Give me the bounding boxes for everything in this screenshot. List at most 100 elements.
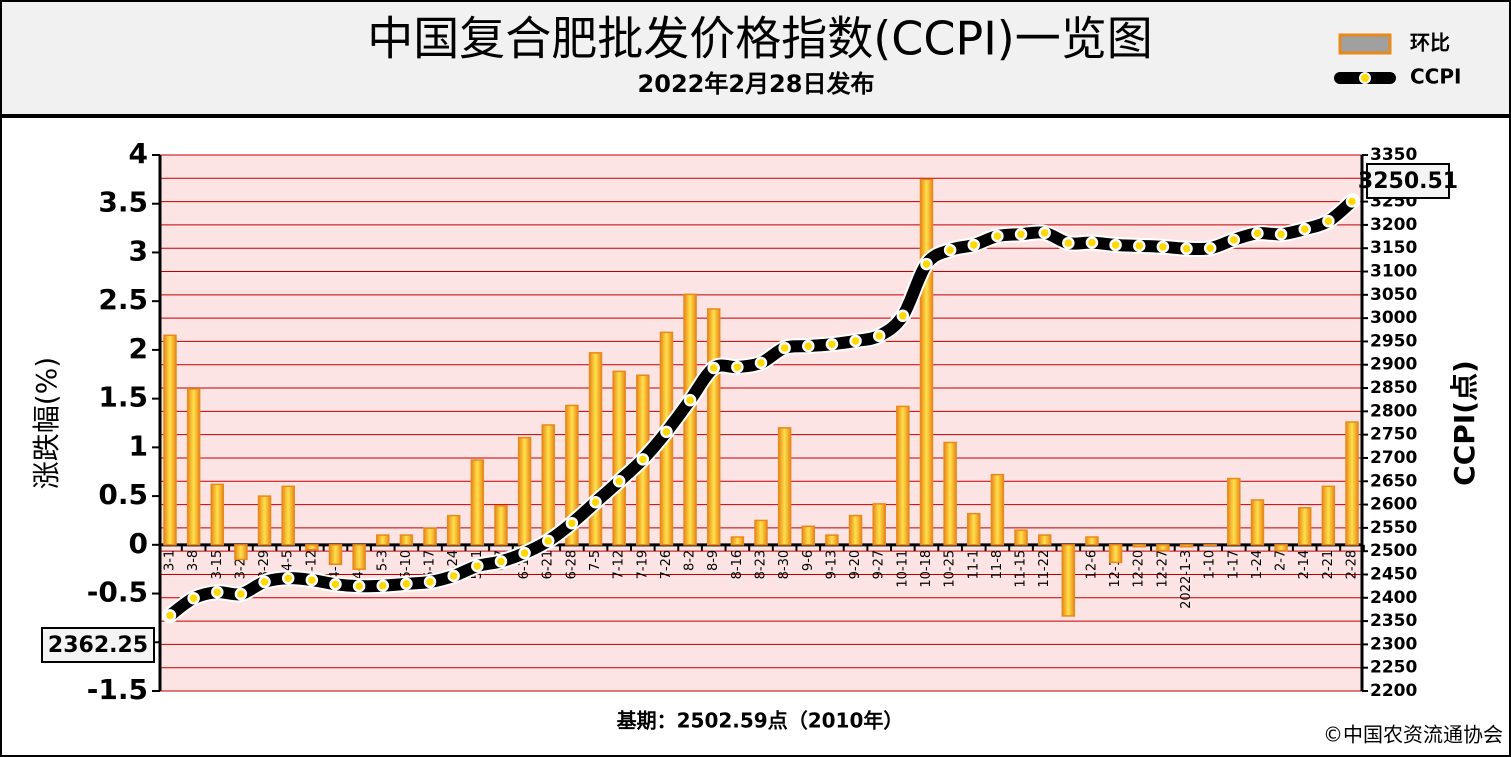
bar: [376, 534, 390, 546]
x-tick-label: 7-5: [588, 550, 603, 571]
y2-tick-label: 2850: [1370, 378, 1417, 398]
line-point: [1062, 236, 1075, 250]
x-tick-label: 3-15: [210, 550, 225, 580]
bar: [872, 503, 886, 546]
line-point: [1109, 238, 1122, 252]
y2-tick-label: 2700: [1370, 448, 1417, 468]
line-point: [872, 329, 886, 343]
bar: [825, 534, 839, 546]
bar: [163, 334, 177, 546]
bar: [281, 485, 295, 546]
bar: [848, 514, 863, 546]
line-point: [163, 609, 177, 622]
line-point: [447, 569, 460, 583]
y-tick-label: 3.5: [98, 186, 148, 219]
y-tick-label: 0: [129, 527, 148, 560]
y2-tick-label: 2500: [1370, 541, 1417, 561]
bar: [1014, 529, 1028, 546]
y2-tick-label: 2950: [1370, 331, 1417, 351]
x-tick-label: 9-13: [824, 550, 839, 580]
y-tick-label: 1: [129, 429, 148, 462]
x-tick-label: 8-2: [683, 550, 698, 571]
bar: [305, 544, 319, 551]
header: [0, 0, 1511, 116]
line-point: [802, 339, 815, 353]
x-tick-label: 11-8: [990, 550, 1005, 580]
line-point: [1274, 227, 1288, 241]
bar: [801, 525, 816, 546]
value-label-box: [41, 627, 155, 663]
bar: [896, 405, 910, 546]
y2-tick-label: 2400: [1370, 588, 1417, 608]
x-tick-label: 5-10: [399, 550, 414, 580]
line-point: [991, 229, 1004, 243]
line-point: [1322, 214, 1335, 228]
x-tick-label: 4-5: [281, 550, 296, 571]
bar: [1274, 544, 1288, 552]
x-tick-label: 2-28: [1345, 550, 1360, 580]
line-point: [1251, 227, 1264, 240]
y-tick-label: 3: [129, 234, 148, 267]
bar: [1321, 485, 1336, 546]
y2-tick-label: 3000: [1370, 308, 1417, 328]
line-point: [943, 243, 957, 257]
y2-tick-label: 2550: [1370, 518, 1417, 538]
line-point: [1132, 239, 1146, 253]
x-tick-label: 10-18: [919, 550, 934, 588]
x-tick-label: 1-17: [1226, 550, 1241, 580]
bar: [1108, 544, 1123, 564]
y2-tick-label: 2650: [1370, 471, 1417, 491]
bar: [423, 527, 437, 546]
line-point: [660, 425, 673, 439]
x-tick-label: 8-9: [706, 550, 721, 571]
y-tick-label: -0.5: [87, 576, 148, 609]
value-label-box: [1366, 163, 1450, 199]
base-note: 基期：2502.59点（2010年）: [617, 709, 904, 733]
legend-label: CCPI: [1410, 65, 1461, 89]
bar: [470, 459, 485, 546]
line-point: [423, 575, 437, 589]
bar: [1203, 544, 1217, 547]
bar: [517, 436, 532, 546]
bar: [541, 424, 555, 546]
y2-tick-label: 2750: [1370, 425, 1417, 445]
line-point: [683, 393, 697, 407]
x-tick-label: 2022-1-3: [1179, 550, 1194, 609]
line-point: [329, 578, 342, 591]
plot-area: [160, 155, 1362, 691]
bar: [1132, 544, 1146, 548]
value-label: 2362.25: [48, 633, 148, 658]
bar: [1037, 534, 1052, 546]
line-point: [589, 495, 602, 509]
x-tick-label: 6-21: [541, 550, 556, 580]
x-tick-label: 2-14: [1297, 550, 1312, 580]
line-point: [1038, 226, 1051, 240]
x-tick-label: 12-27: [1155, 550, 1170, 588]
x-tick-label: 9-27: [872, 550, 887, 580]
x-tick-label: 3-1: [163, 550, 178, 571]
line-point: [541, 534, 555, 548]
line-point: [400, 577, 413, 591]
line-point: [1085, 236, 1099, 249]
x-tick-label: 8-23: [754, 550, 769, 580]
line-point: [731, 360, 744, 374]
bar: [1085, 536, 1099, 546]
bar: [990, 473, 1005, 546]
line-point: [1227, 233, 1241, 247]
bar: [328, 544, 343, 566]
line-point: [187, 591, 200, 605]
y2-tick-label: 2900: [1370, 355, 1417, 375]
bar: [399, 534, 414, 546]
x-tick-label: 5-17: [423, 550, 438, 580]
y2-tick-label: 3200: [1370, 215, 1417, 235]
x-tick-label: 1-24: [1250, 550, 1265, 580]
line-point: [849, 334, 862, 348]
bar: [1061, 544, 1076, 617]
value-label: 3250.51: [1358, 169, 1458, 194]
x-tick-label: 3-8: [186, 550, 201, 571]
y2-tick-label: 3050: [1370, 285, 1417, 305]
y-tick-label: 1.5: [98, 381, 148, 414]
y2-tick-label: 3350: [1370, 145, 1417, 165]
bar: [257, 495, 272, 546]
